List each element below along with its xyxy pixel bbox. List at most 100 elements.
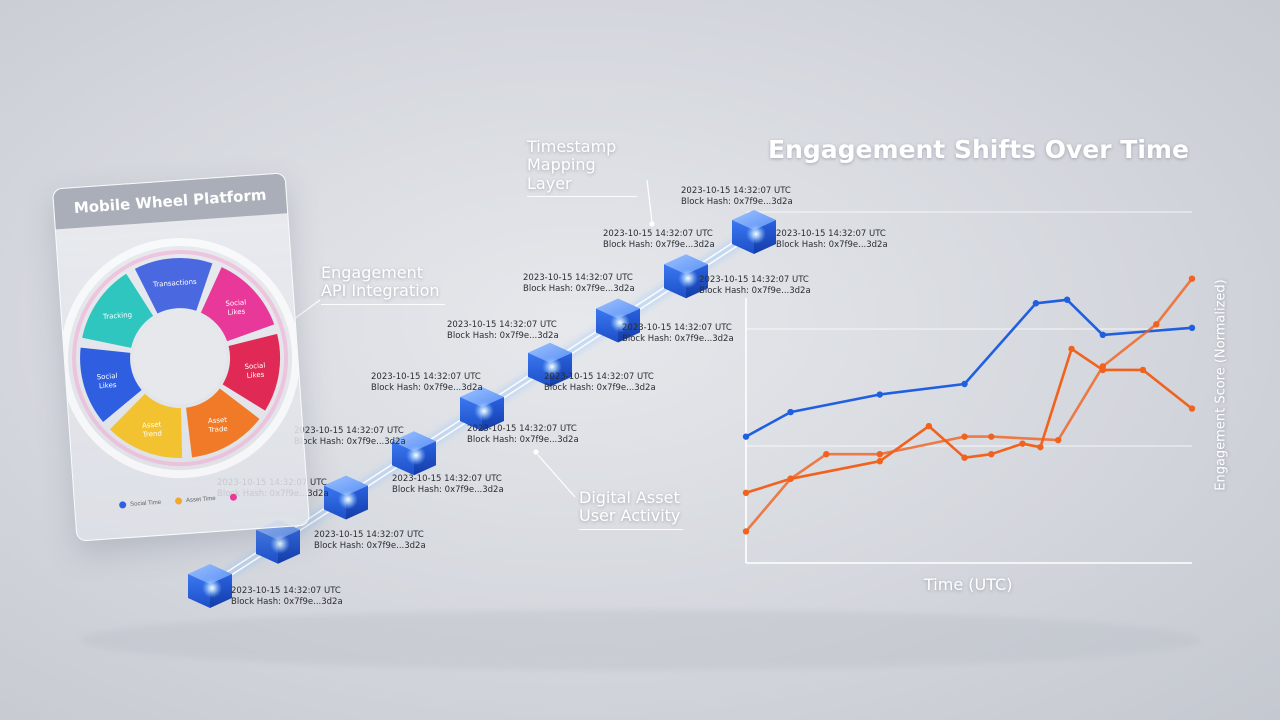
series-1-point [876,391,883,398]
legend-item: Asset Time [174,495,216,505]
series-3-point [988,433,995,440]
series-3-point [1055,436,1062,444]
block-timestamp: 2023-10-15 14:32:07 UTC [467,424,577,434]
callout-text: Digital Asset User Activity [579,488,681,526]
asset-leader-dot [533,449,539,455]
chart-x-axis-label: Time (UTC) [924,575,1013,594]
cube-glow [610,312,630,333]
block-timestamp: 2023-10-15 14:32:07 UTC [622,323,732,333]
series-2-point [988,450,995,458]
wheel-segment-label: Asset [142,421,162,430]
wheel-segment-label: Likes [99,381,117,390]
block-cube [596,298,640,343]
wheel-segment-shape [200,267,275,342]
cube-glow [338,489,358,510]
legend-item [229,493,240,501]
block-hash: Block Hash: 0x7f9e...3d2a [523,284,635,294]
panel-legend: Social Time Asset Time [118,493,241,509]
series-3-point [742,528,750,535]
block-hash: Block Hash: 0x7f9e...3d2a [622,334,734,344]
block-timestamp: 2023-10-15 14:32:07 UTC [314,530,424,540]
series-line-3 [744,277,1194,533]
block-cube [392,431,436,476]
series-2-point [1188,405,1196,412]
floor-shadow [80,610,1200,670]
wheel-glow-ring [72,250,289,467]
series-2-point [1037,443,1044,451]
wheel-segments: TransactionsSocialLikesSocialLikesAssetT… [78,256,284,463]
block-hash: Block Hash: 0x7f9e...3d2a [603,240,715,250]
legend-dot-orange [174,497,183,505]
block-cube [460,387,504,431]
cube-glow [474,401,494,421]
series-3-point [1099,363,1107,370]
timestamp-leader-dot [649,221,655,227]
series-1-point [742,433,750,440]
wheel-hub [134,312,227,405]
wheel-segment-label: Likes [246,371,264,380]
series-2-point [961,454,968,461]
block-cube [528,342,572,387]
asset-leader-line [537,454,576,498]
wheel-segment-label: Likes [227,308,245,317]
wheel-segment-label: Social [244,362,265,371]
series-3-point [787,475,794,482]
block-hash: Block Hash: 0x7f9e...3d2a [294,437,406,447]
block-hash: Block Hash: 0x7f9e...3d2a [544,383,656,393]
block-timestamp: 2023-10-15 14:32:07 UTC [392,474,502,484]
wheel-segment-shape [82,273,154,348]
wheel-segment-label: Asset [208,416,228,425]
engagement-api-callout: Engagement API Integration [321,263,445,305]
wheel-segment-shape [222,333,281,411]
wheel-segment[interactable]: Tracking [78,272,155,351]
block-cube [732,210,776,254]
series-1-point [1188,324,1196,332]
cube-glow [542,356,562,377]
block-timestamp: 2023-10-15 14:32:07 UTC [371,372,481,382]
series-2-point [1068,345,1075,353]
series-3-point [1153,321,1160,328]
cube-glow [270,533,290,554]
block-timestamp: 2023-10-15 14:32:07 UTC [523,273,633,283]
mobile-wheel-panel: Mobile Wheel Platform Transactions Social… [51,172,311,542]
series-2-point [742,489,750,496]
series-1-point [961,380,968,388]
wheel-segment-shape [80,347,142,422]
block-hash: Block Hash: 0x7f9e...3d2a [699,286,811,296]
series-2-point [1019,440,1026,447]
chart-series-layer [742,275,1196,535]
series-1-point [1032,300,1040,307]
series-1-point [787,408,794,416]
block-hash: Block Hash: 0x7f9e...3d2a [681,197,793,207]
series-1-point [1063,296,1071,303]
callout-text: Timestamp Mapping Layer [527,137,617,193]
chart-title: Engagement Shifts Over Time [768,135,1189,164]
block-timestamp: 2023-10-15 14:32:07 UTC [231,586,341,596]
wheel-segment-shape [109,393,183,459]
block-timestamp: 2023-10-15 14:32:07 UTC [294,426,404,436]
digital-asset-callout: Digital Asset User Activity [579,488,683,530]
chart-area [742,211,1196,564]
legend-label: Asset Time [185,495,216,504]
wheel-segment[interactable]: Transactions [134,256,215,315]
series-line-2 [744,347,1194,495]
timestamp-mapping-callout: Timestamp Mapping Layer [527,137,637,198]
wheel-segment-label: Tracking [102,311,133,321]
series-3-point [823,450,830,458]
series-1-point [1099,331,1107,339]
